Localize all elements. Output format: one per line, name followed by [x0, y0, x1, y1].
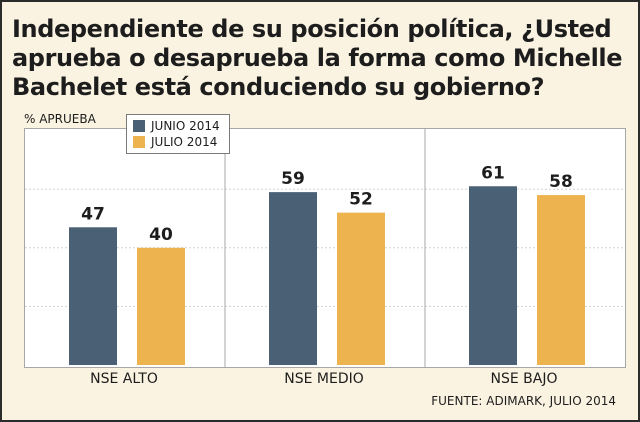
- value-label-julio-2: 52: [349, 190, 373, 210]
- legend-swatch-julio: [133, 136, 145, 148]
- legend-item-julio: JULIO 2014: [133, 135, 217, 149]
- bar-junio-1: [69, 227, 117, 365]
- value-label-julio-1: 40: [149, 225, 173, 245]
- plot-area: 47 40 59 52 61 58: [24, 128, 626, 368]
- bar-junio-3: [469, 186, 517, 365]
- bar-julio-1: [137, 247, 185, 365]
- legend: JUNIO 2014 JULIO 2014: [126, 114, 230, 154]
- x-tick-label: NSE MEDIO: [284, 371, 364, 387]
- value-label-junio-2: 59: [281, 169, 305, 189]
- legend-label-junio: JUNIO 2014: [151, 119, 220, 133]
- source-note: FUENTE: ADIMARK, JULIO 2014: [431, 394, 616, 408]
- value-label-junio-1: 47: [81, 204, 105, 224]
- bar-chart: 47 40 59 52 61 58: [25, 129, 625, 367]
- legend-item-junio: JUNIO 2014: [133, 119, 220, 133]
- legend-swatch-junio: [133, 120, 145, 132]
- bar-julio-3: [537, 195, 585, 365]
- value-label-julio-3: 58: [549, 172, 573, 192]
- chart-title: Independiente de su posición política, ¿…: [12, 15, 623, 101]
- bar-julio-2: [337, 212, 385, 365]
- legend-label-julio: JULIO 2014: [151, 135, 218, 149]
- value-label-junio-3: 61: [481, 163, 505, 183]
- bar-junio-2: [269, 192, 317, 365]
- x-tick-label: NSE BAJO: [490, 371, 558, 387]
- x-tick-label: NSE ALTO: [90, 371, 158, 387]
- y-axis-label: % APRUEBA: [24, 112, 96, 126]
